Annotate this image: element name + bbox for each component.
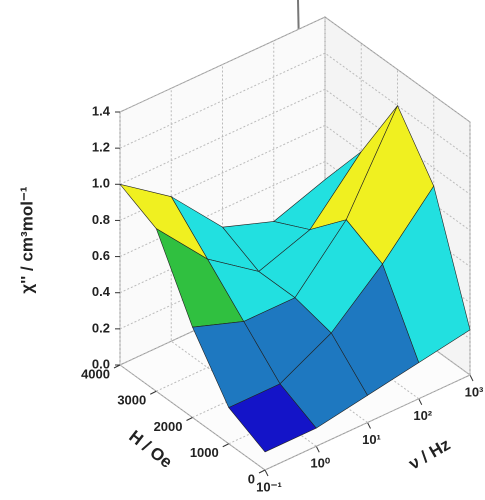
z-tick-label: 0.4 (92, 284, 111, 299)
z-tick-label: 0.8 (92, 212, 110, 227)
y-tick (258, 469, 266, 474)
x-tick-label: 10¹ (362, 432, 381, 447)
x-tick (315, 446, 320, 453)
x-tick (367, 422, 371, 429)
z-tick-label: 0.6 (92, 248, 110, 263)
x-tick-label: 10⁻¹ (256, 479, 282, 494)
x-axis-label: ν / Hz (406, 435, 454, 474)
z-tick-label: 0.0 (92, 356, 110, 371)
x-tick (469, 374, 474, 382)
z-axis-label: χ'' / cm³mol⁻¹ (17, 186, 36, 293)
y-tick (150, 390, 157, 395)
x-tick (418, 398, 423, 405)
z-tick-label: 1.2 (92, 140, 110, 155)
z-tick-label: 1.0 (92, 176, 110, 191)
y-tick (222, 443, 229, 448)
x-tick-label: 10² (413, 408, 432, 423)
surface-patch (228, 383, 317, 453)
y-tick (113, 364, 121, 369)
x-tick (264, 469, 269, 477)
y-tick-label: 4000 (81, 366, 110, 381)
y-tick-label: 2000 (154, 419, 183, 434)
y-tick-label: 3000 (117, 393, 146, 408)
grid-line (264, 122, 471, 471)
z-tick-label: 1.4 (92, 103, 111, 118)
z-tick-label: 0.2 (92, 320, 110, 335)
y-tick-label: 0 (248, 471, 255, 486)
x-tick-label: 10⁰ (310, 456, 330, 471)
y-tick-label: 1000 (190, 445, 219, 460)
y-tick (186, 417, 193, 421)
grid-line (119, 52, 471, 159)
x-tick-label: 10³ (465, 384, 484, 399)
